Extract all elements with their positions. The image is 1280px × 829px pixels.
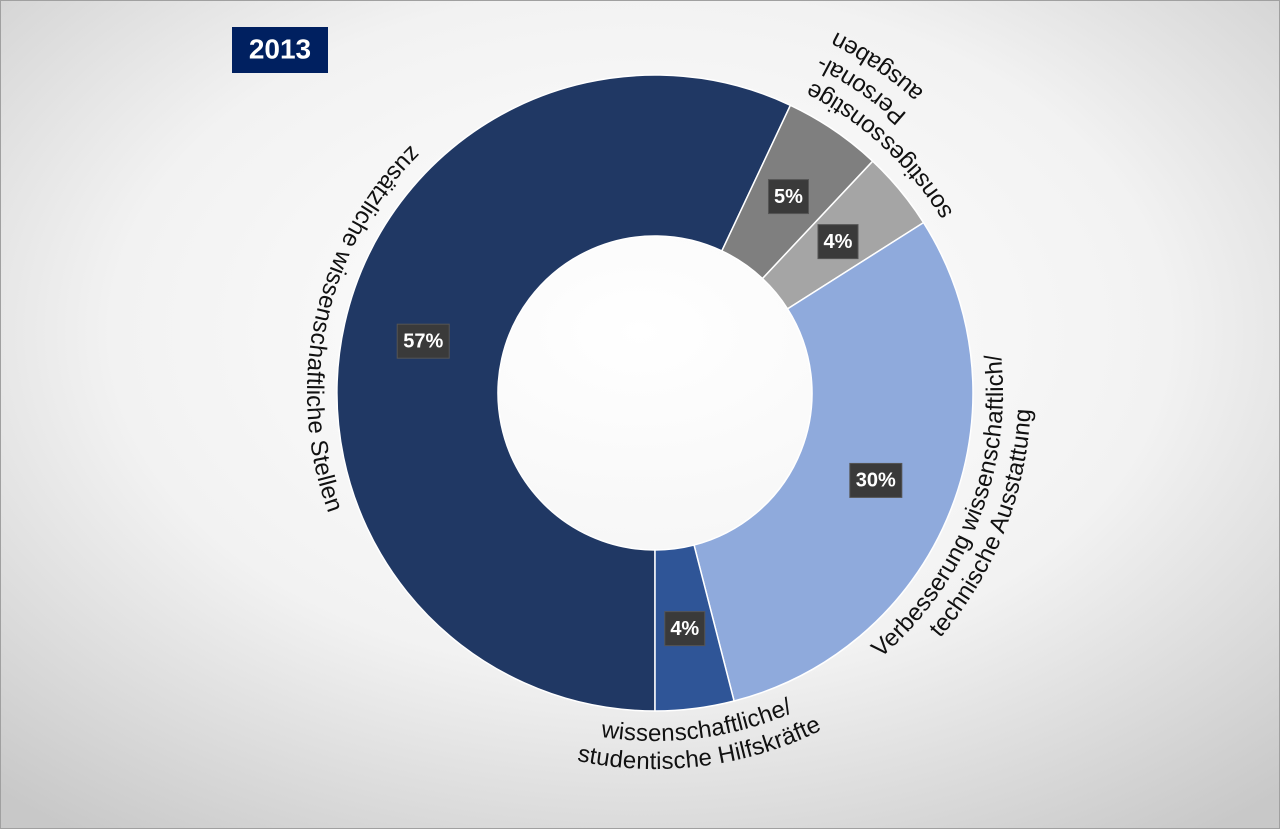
value-label: 57% <box>403 330 443 352</box>
value-label-box <box>817 224 859 260</box>
value-label: 4% <box>824 231 853 253</box>
donut-segment <box>693 221 974 702</box>
value-label-box <box>849 462 903 498</box>
value-label-box <box>767 179 809 215</box>
value-label: 30% <box>856 470 896 492</box>
donut-segment <box>336 74 792 712</box>
title-box <box>232 27 328 73</box>
value-label: 5% <box>774 186 803 208</box>
chart-title: 2013 <box>249 33 311 64</box>
value-label-box <box>664 611 706 647</box>
value-label-box <box>396 323 450 359</box>
value-label: 4% <box>670 618 699 640</box>
